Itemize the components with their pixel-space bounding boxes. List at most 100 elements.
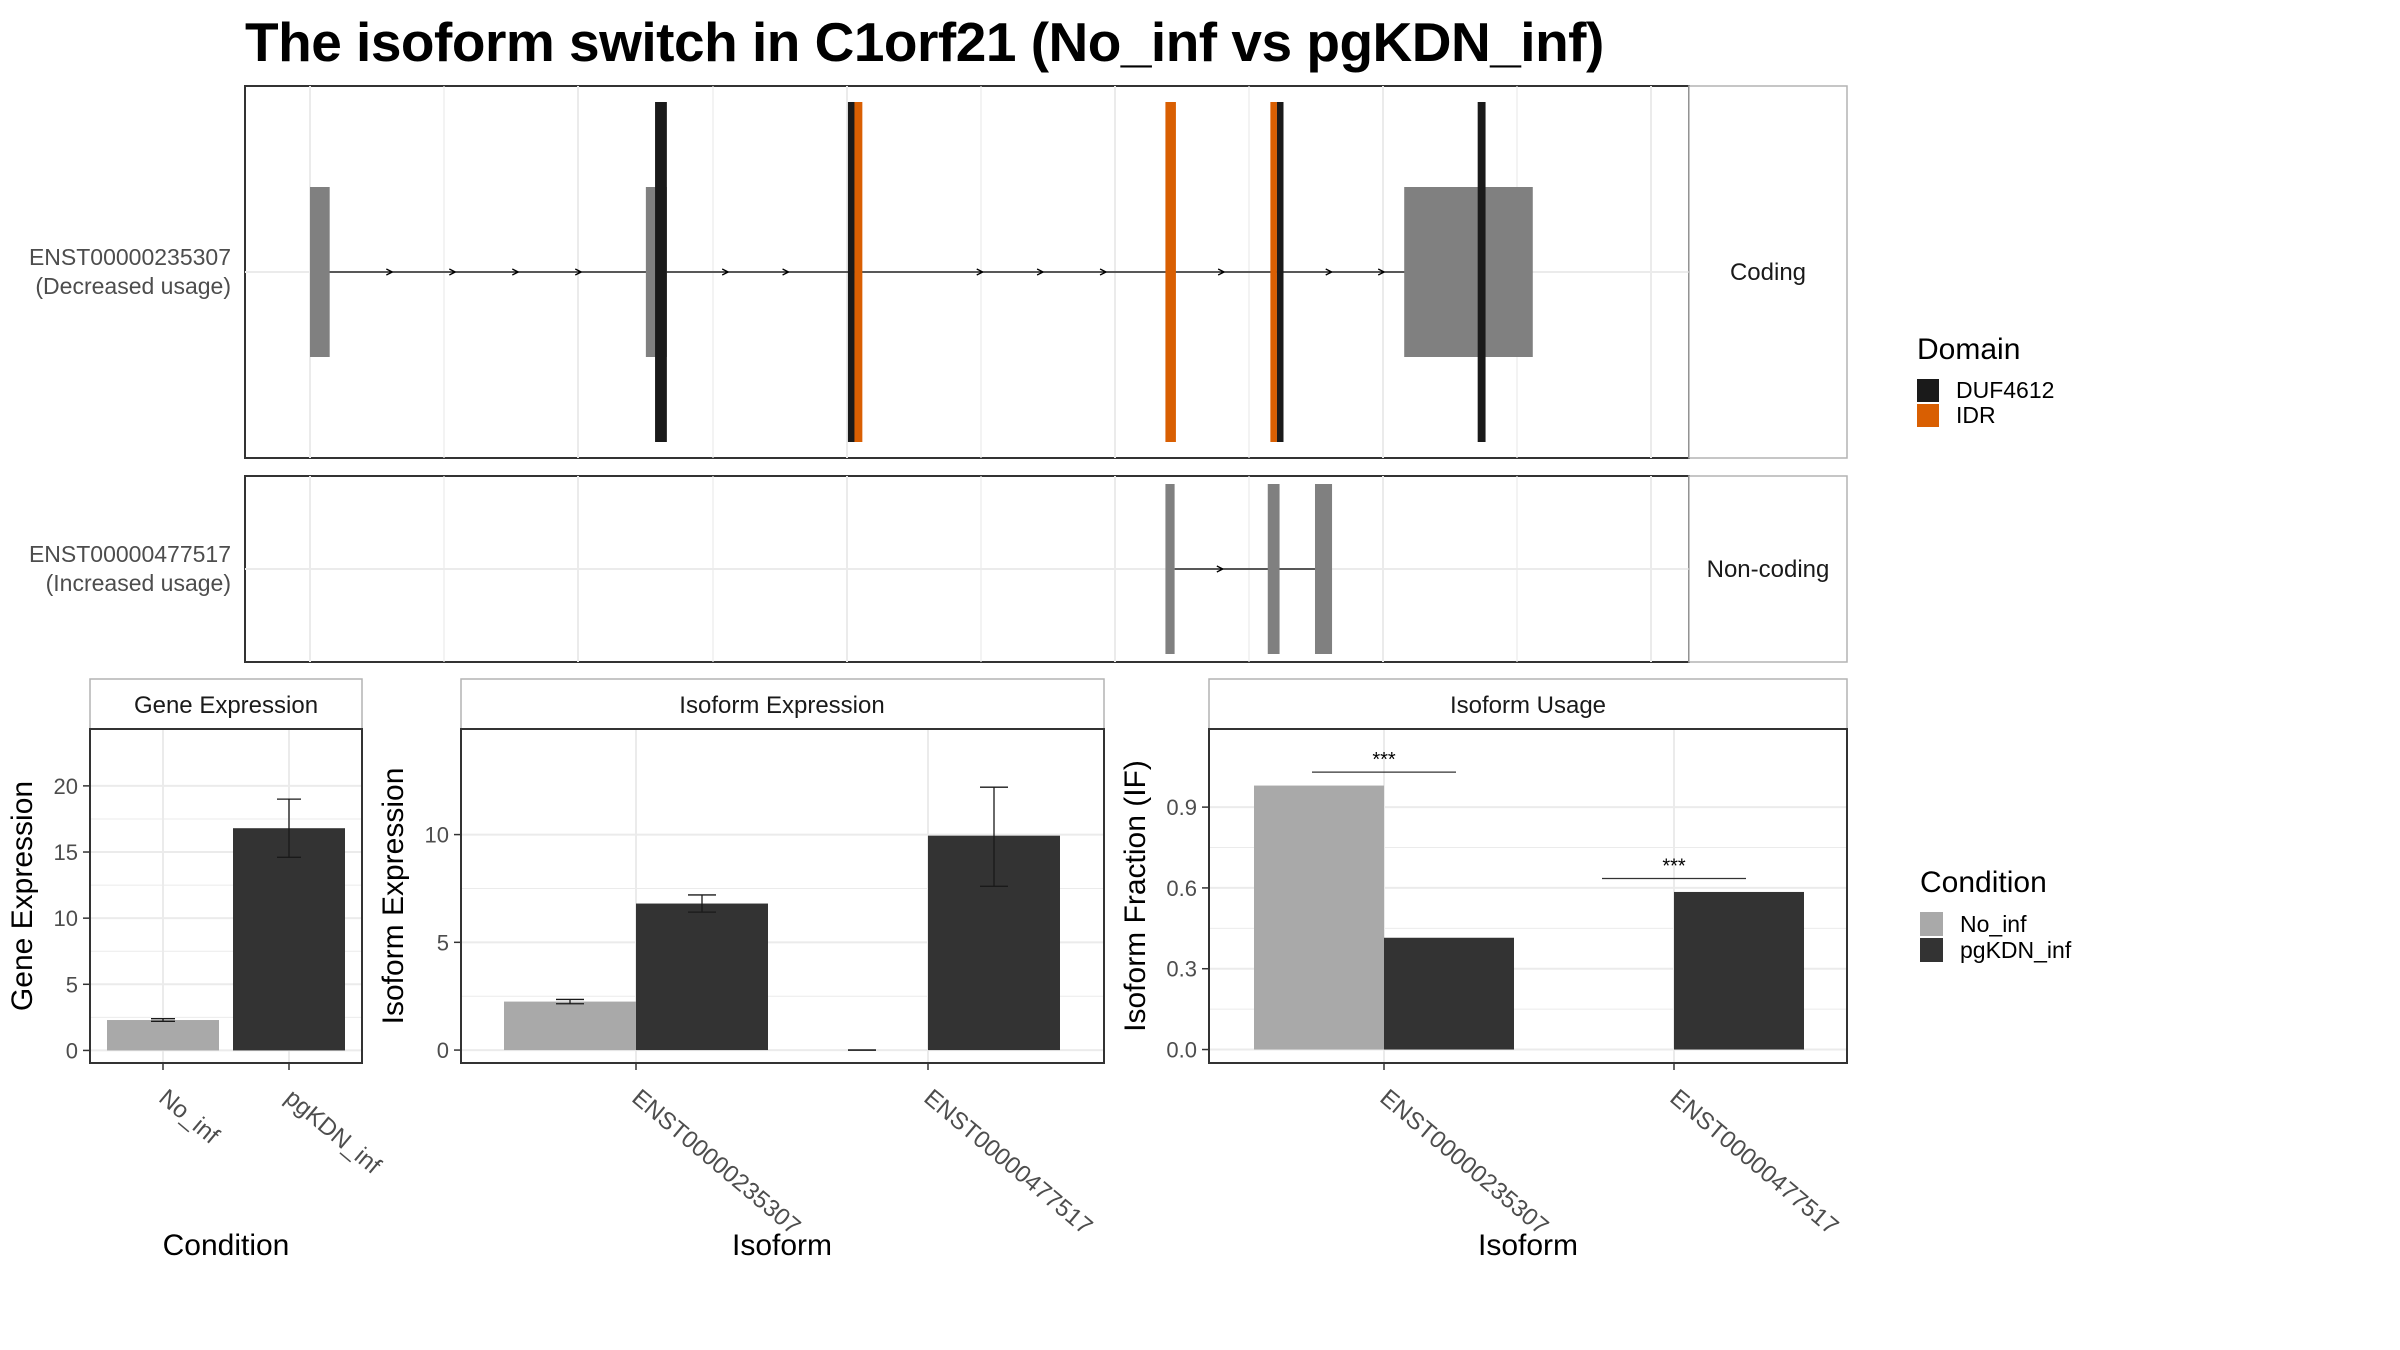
bars-isoform-usage xyxy=(1254,785,1804,1050)
xlabel-isoform-expression: Isoform xyxy=(732,1229,832,1262)
bar-pgkdn-inf xyxy=(636,903,768,1051)
ytick-label: 0.0 xyxy=(1166,1038,1197,1063)
legend-key-pgkdn-inf xyxy=(1920,938,1943,962)
ytick-label: 0 xyxy=(437,1038,449,1063)
ylabel-isoform-expression: Isoform Expression xyxy=(377,768,410,1025)
structure-row-noncoding: Non-coding ENST00000477517 (Increased us… xyxy=(29,475,1848,663)
errorbars-gene-expression xyxy=(151,798,301,1022)
domain-segments xyxy=(655,102,1486,442)
xlabel-gene-expression: Condition xyxy=(163,1229,290,1262)
strip-gene-expression-box xyxy=(89,678,363,730)
xtick-label: ENST00000235307 xyxy=(627,1084,806,1240)
domain-segment-duf4612 xyxy=(655,102,667,442)
intron-arrow xyxy=(1099,268,1108,276)
bars-gene-expression xyxy=(107,828,345,1051)
strip-isoform-usage: Isoform Usage xyxy=(1450,692,1606,719)
bar-no-inf xyxy=(107,1020,219,1051)
legend-label-no-inf: No_inf xyxy=(1960,911,2027,937)
yticks-gene-expression: 0 5 10 15 20 xyxy=(54,774,90,1063)
frame-isoform-usage xyxy=(1208,728,1848,1064)
strip-isoform-usage-box xyxy=(1208,678,1848,730)
isoform-usage-panel: Isoform Usage *** *** 0.0 0.3 0.6 0.9 ENST00… xyxy=(1119,678,1848,1262)
domain-segment-duf4612 xyxy=(1276,102,1284,442)
errorbars-isoform-expression xyxy=(556,786,1008,1051)
xtick-label: pgKDN_inf xyxy=(280,1084,387,1180)
isoform-label-coding: ENST00000235307 xyxy=(29,244,231,270)
exon xyxy=(1314,484,1333,654)
bar-pgkdn-inf xyxy=(233,828,345,1051)
xticks-gene-expression: No_inf pgKDN_inf xyxy=(154,1063,387,1180)
xtick-label: No_inf xyxy=(154,1084,225,1149)
exon xyxy=(1165,484,1175,654)
intron-arrow xyxy=(1325,268,1334,276)
intron-arrow xyxy=(1036,268,1045,276)
ylabel-isoform-usage: Isoform Fraction (IF) xyxy=(1119,760,1152,1032)
legend-label-pgkdn-inf: pgKDN_inf xyxy=(1960,937,2072,963)
domain-legend-title: Domain xyxy=(1917,333,2020,366)
intron-arrows xyxy=(1216,565,1225,573)
bar-no-inf xyxy=(504,1001,636,1051)
exon xyxy=(1404,187,1533,357)
strip-coding-box xyxy=(1688,85,1848,459)
legend-label-idr: IDR xyxy=(1956,402,1996,428)
intron-arrow xyxy=(1217,268,1226,276)
structure-row-coding: Coding ENST00000235307 (Decreased usage) xyxy=(29,85,1848,459)
significance-isoform-usage: *** *** xyxy=(1312,749,1746,880)
domain-segment-duf4612 xyxy=(1477,102,1486,442)
frame-gene-expression xyxy=(89,728,363,1064)
strip-label-noncoding: Non-coding xyxy=(1707,556,1830,583)
condition-legend-title: Condition xyxy=(1920,866,2047,899)
bar-pgkdn-inf xyxy=(1674,891,1804,1050)
xtick-label: ENST00000477517 xyxy=(919,1084,1098,1240)
legend-key-idr xyxy=(1917,404,1939,427)
exons-coding xyxy=(310,187,1533,357)
ytick-label: 15 xyxy=(54,840,78,865)
intron-arrow xyxy=(782,268,791,276)
domain-legend: Domain DUF4612 IDR xyxy=(1917,333,2054,428)
exons-noncoding xyxy=(1165,484,1333,654)
domain-segment-idr xyxy=(854,102,863,442)
frame-isoform-expression xyxy=(460,728,1105,1064)
bar-pgkdn-inf xyxy=(1384,937,1514,1050)
yticks-isoform-expression: 0 5 10 xyxy=(425,823,461,1063)
intron-arrow xyxy=(512,268,520,276)
strip-isoform-expression: Isoform Expression xyxy=(679,692,884,719)
intron-arrow xyxy=(574,268,583,276)
significance-label: *** xyxy=(1662,855,1686,877)
xticks-isoform-expression: ENST00000235307 ENST00000477517 xyxy=(627,1063,1098,1240)
ytick-label: 0.3 xyxy=(1166,957,1197,982)
domain-segment-idr xyxy=(1270,102,1277,442)
legend-key-duf4612 xyxy=(1917,379,1939,402)
xticks-isoform-usage: ENST00000235307 ENST00000477517 xyxy=(1375,1063,1844,1240)
xtick-label: ENST00000477517 xyxy=(1665,1084,1844,1240)
exon xyxy=(310,187,330,357)
ytick-label: 5 xyxy=(66,972,78,997)
xlabel-isoform-usage: Isoform xyxy=(1478,1229,1578,1262)
domain-segment-idr xyxy=(1165,102,1176,442)
ytick-label: 10 xyxy=(425,823,449,848)
strip-isoform-expression-box xyxy=(460,678,1105,730)
ytick-label: 5 xyxy=(437,930,449,955)
strip-label-coding: Coding xyxy=(1730,259,1806,286)
significance-label: *** xyxy=(1372,749,1396,771)
bar-no-inf xyxy=(1254,785,1384,1050)
intron-arrow xyxy=(386,268,394,276)
ytick-label: 10 xyxy=(54,906,78,931)
ytick-label: 0.6 xyxy=(1166,876,1197,901)
intron-arrow xyxy=(1377,268,1386,276)
intron-arrow xyxy=(721,268,730,276)
usage-label-coding: (Decreased usage) xyxy=(35,273,231,299)
domain-segment-duf4612 xyxy=(847,102,855,442)
intron-arrow xyxy=(449,268,457,276)
exon xyxy=(1267,484,1280,654)
ytick-label: 0.9 xyxy=(1166,795,1197,820)
legend-key-no-inf xyxy=(1920,912,1943,936)
yticks-isoform-usage: 0.0 0.3 0.6 0.9 xyxy=(1166,795,1209,1063)
usage-label-noncoding: (Increased usage) xyxy=(46,570,231,596)
condition-legend: Condition No_inf pgKDN_inf xyxy=(1920,866,2072,963)
xtick-label: ENST00000235307 xyxy=(1375,1084,1554,1240)
intron-arrow xyxy=(976,268,985,276)
ytick-label: 0 xyxy=(66,1038,78,1063)
